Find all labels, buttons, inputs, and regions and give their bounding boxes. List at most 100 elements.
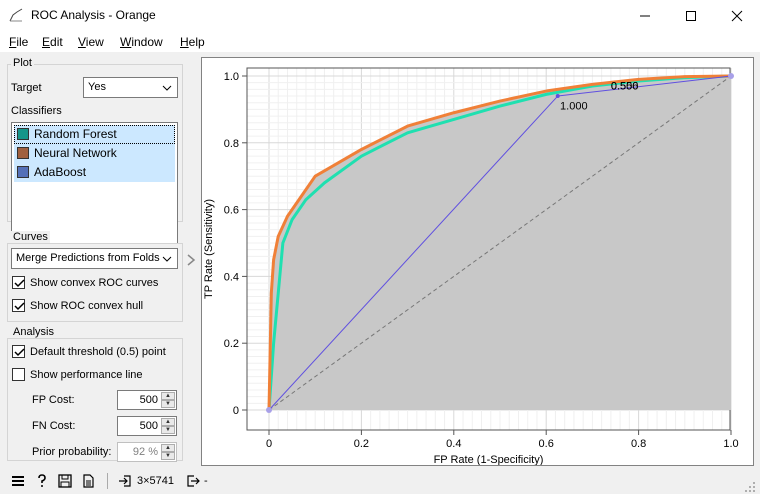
roc-point <box>290 218 294 221</box>
roc-point <box>281 241 285 245</box>
save-icon[interactable] <box>58 474 72 488</box>
classifier-name: Neural Network <box>34 146 117 160</box>
x-axis-label: FP Rate (1-Specificity) <box>434 454 544 465</box>
list-item[interactable]: AdaBoost <box>14 163 175 182</box>
y-tick-label: 0.6 <box>224 205 239 217</box>
menu-icon[interactable] <box>11 474 25 488</box>
roc-point <box>360 148 363 151</box>
roc-point <box>591 83 594 86</box>
x-tick-label: 0.2 <box>354 438 369 450</box>
roc-point <box>272 342 275 345</box>
menu-help[interactable]: Help <box>180 35 205 49</box>
list-item[interactable]: Neural Network <box>14 144 175 163</box>
spin-up-button[interactable]: ▲ <box>161 392 175 400</box>
default-threshold-checkbox[interactable] <box>12 345 25 358</box>
y-tick-label: 0.8 <box>224 138 239 150</box>
curves-group-title: Curves <box>11 231 50 243</box>
classifier-name: Random Forest <box>34 127 117 141</box>
color-swatch <box>17 166 29 178</box>
spin-down-button[interactable]: ▼ <box>161 400 175 408</box>
roc-point <box>272 258 275 261</box>
roc-point <box>304 198 308 201</box>
x-tick-label: 1.0 <box>723 438 738 450</box>
plot-area: 0 0.2 0.4 0.6 0.8 1.0 0 0.2 0.4 0.6 0.8 1.0 1.000 0.… <box>201 57 754 466</box>
spin-up-button[interactable]: ▲ <box>161 418 175 426</box>
end-point <box>728 73 734 79</box>
x-tick-label: 0.6 <box>539 438 554 450</box>
show-convex-hull-checkbox[interactable] <box>12 299 25 312</box>
roc-point <box>498 104 502 108</box>
fn-cost-spinbox[interactable]: 500 ▲ ▼ <box>117 416 177 436</box>
control-panel: Plot Target Yes Classifiers Random Fores… <box>0 52 190 466</box>
roc-point <box>300 195 303 198</box>
chevron-down-icon <box>162 256 172 262</box>
minimize-button[interactable] <box>622 0 668 31</box>
color-swatch <box>17 147 29 159</box>
list-item[interactable]: Random Forest <box>14 125 175 144</box>
roc-point <box>323 181 326 185</box>
menu-edit[interactable]: Edit <box>42 35 63 49</box>
roc-point <box>545 93 548 96</box>
checkmark-icon <box>14 348 25 357</box>
title-bar: ROC Analysis - Orange <box>0 0 760 31</box>
menu-bar: File Edit View Window Help <box>0 31 760 52</box>
prior-probability-spinbox[interactable]: 92 % ▲ ▼ <box>117 442 177 462</box>
y-axis-label: TP Rate (Sensitivity) <box>203 199 215 299</box>
maximize-button[interactable] <box>668 0 714 31</box>
roc-point <box>286 215 289 218</box>
roc-point <box>360 154 363 158</box>
x-tick-label: 0.4 <box>446 438 461 450</box>
prior-probability-value: 92 % <box>132 446 158 458</box>
threshold-label: 1.000 <box>560 100 588 112</box>
help-icon[interactable] <box>35 474 49 488</box>
roc-point <box>545 89 548 93</box>
orange-app-icon <box>9 8 23 22</box>
threshold-label: 0.500 <box>611 80 639 92</box>
merge-combo[interactable]: Merge Predictions from Folds <box>11 248 178 269</box>
x-tick-label: 0 <box>266 438 272 450</box>
spin-down-button[interactable]: ▼ <box>161 426 175 434</box>
input-data-icon <box>119 475 131 487</box>
analysis-group-title: Analysis <box>11 326 56 338</box>
x-tick-label: 0.8 <box>631 438 646 450</box>
fp-cost-spinbox[interactable]: 500 ▲ ▼ <box>117 390 177 410</box>
threshold-label: 0.556 <box>611 80 639 92</box>
fn-cost-label: FN Cost: <box>32 420 76 432</box>
close-button[interactable] <box>714 0 760 31</box>
target-label: Target <box>11 82 42 94</box>
roc-point <box>637 78 640 81</box>
spin-up-button[interactable]: ▲ <box>161 444 175 452</box>
origin-point <box>266 407 272 413</box>
roc-point <box>452 111 455 114</box>
fp-cost-label: FP Cost: <box>32 394 75 406</box>
roc-point <box>452 118 455 121</box>
checkmark-icon <box>14 279 25 288</box>
target-combo[interactable]: Yes <box>83 77 178 98</box>
fp-cost-value: 500 <box>139 394 158 406</box>
window-title: ROC Analysis - Orange <box>31 8 156 22</box>
y-tick-label: 0.4 <box>224 271 239 283</box>
output-text: - <box>204 475 208 487</box>
resize-grip-icon[interactable] <box>745 480 757 492</box>
target-value: Yes <box>88 81 106 93</box>
roc-point <box>555 94 560 99</box>
menu-file[interactable]: File <box>9 35 29 49</box>
spin-down-button[interactable]: ▼ <box>161 452 175 460</box>
menu-view[interactable]: View <box>78 35 104 49</box>
menu-window[interactable]: Window <box>120 35 163 49</box>
output-data-icon <box>187 475 200 487</box>
data-shape-text: 3×5741 <box>137 475 175 487</box>
show-performance-checkbox[interactable] <box>12 368 25 381</box>
chevron-down-icon <box>162 85 172 91</box>
show-convex-curves-checkbox[interactable] <box>12 276 25 289</box>
roc-point <box>277 235 280 238</box>
roc-point <box>270 291 273 295</box>
roc-curve-neural-network <box>267 74 732 411</box>
report-icon[interactable] <box>81 474 95 488</box>
toggle-controls-button[interactable] <box>185 253 197 267</box>
plot-group-title: Plot <box>11 57 34 69</box>
status-divider <box>107 473 108 489</box>
color-swatch <box>17 128 29 140</box>
roc-point <box>406 131 409 134</box>
y-tick-label: 0.2 <box>224 338 239 350</box>
